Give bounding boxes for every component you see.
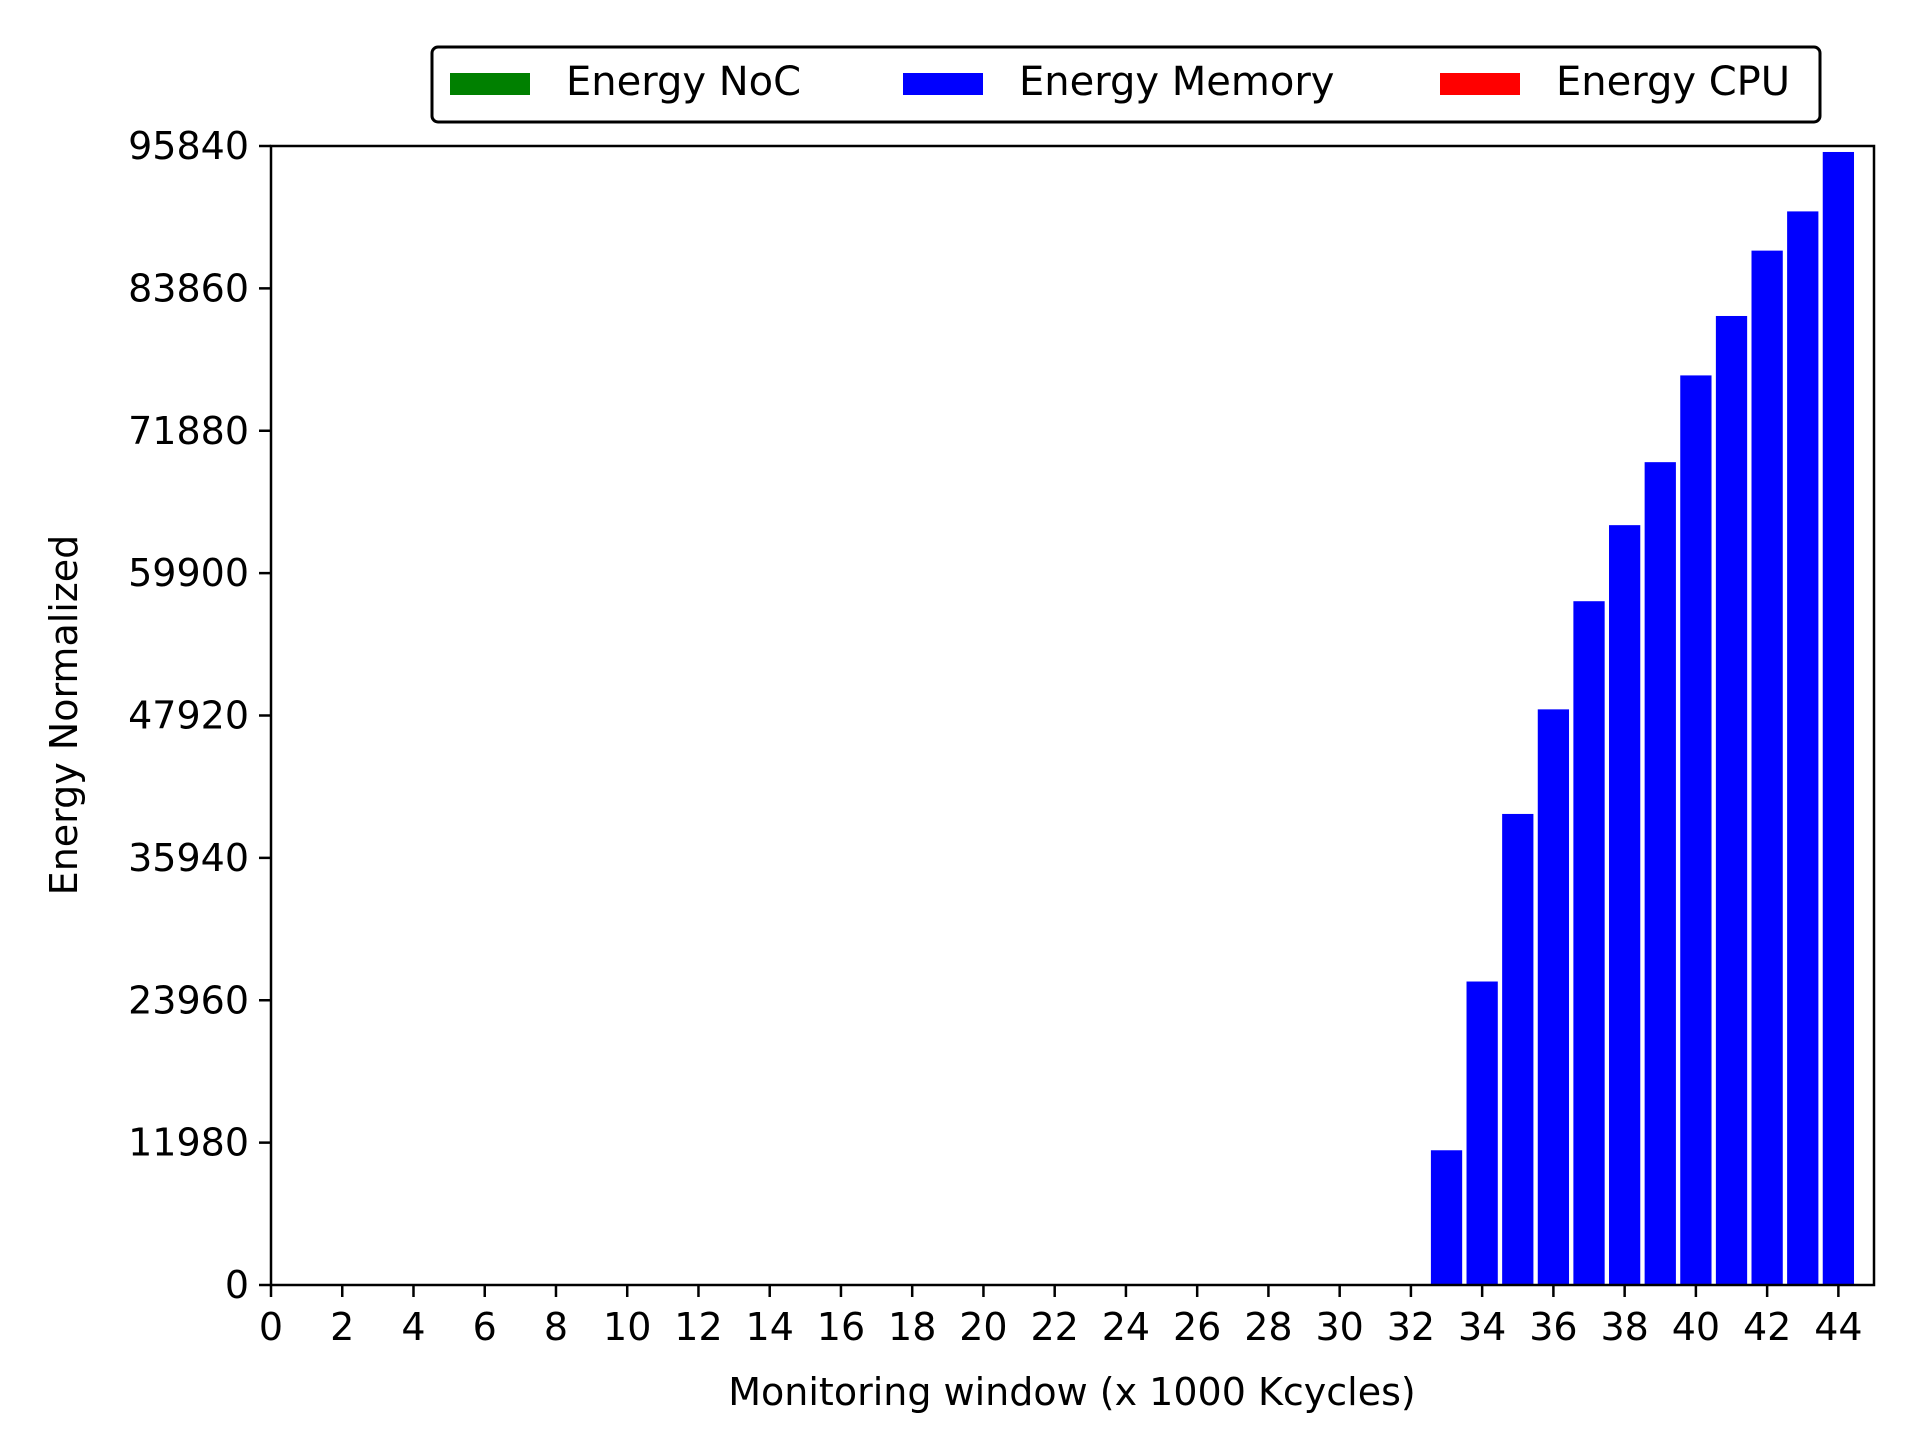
x-tick-label: 12 bbox=[674, 1305, 722, 1349]
x-tick-label: 28 bbox=[1244, 1305, 1292, 1349]
x-tick-label: 4 bbox=[401, 1305, 425, 1349]
x-tick-label: 2 bbox=[330, 1305, 354, 1349]
x-tick-label: 22 bbox=[1031, 1305, 1079, 1349]
x-tick-label: 20 bbox=[959, 1305, 1007, 1349]
x-tick-label: 0 bbox=[259, 1305, 283, 1349]
x-tick-label: 14 bbox=[746, 1305, 794, 1349]
y-tick-label: 23960 bbox=[128, 978, 249, 1022]
y-tick-label: 71880 bbox=[128, 409, 249, 453]
x-tick-label: 40 bbox=[1672, 1305, 1720, 1349]
bar-energy-memory-38 bbox=[1607, 523, 1642, 1286]
y-tick-label: 47920 bbox=[128, 694, 249, 738]
legend-label-cpu: Energy CPU bbox=[1556, 59, 1790, 105]
y-axis-label: Energy Normalized bbox=[42, 535, 86, 896]
bars bbox=[1429, 150, 1856, 1286]
bar-energy-memory-39 bbox=[1643, 460, 1678, 1286]
x-tick-label: 38 bbox=[1600, 1305, 1648, 1349]
legend-swatch-memory bbox=[903, 73, 983, 95]
x-tick-label: 36 bbox=[1529, 1305, 1577, 1349]
x-tick-label: 16 bbox=[817, 1305, 865, 1349]
bar-energy-memory-33 bbox=[1429, 1148, 1464, 1286]
bar-energy-memory-43 bbox=[1785, 209, 1820, 1286]
legend-label-noc: Energy NoC bbox=[566, 59, 801, 105]
x-axis-label: Monitoring window (x 1000 Kcycles) bbox=[728, 1370, 1415, 1414]
bar-energy-memory-37 bbox=[1571, 599, 1607, 1286]
x-tick-label: 42 bbox=[1743, 1305, 1791, 1349]
bar-energy-memory-34 bbox=[1465, 980, 1500, 1286]
y-tick-label: 83860 bbox=[128, 266, 249, 310]
bar-energy-memory-36 bbox=[1536, 707, 1571, 1286]
x-tick-label: 24 bbox=[1102, 1305, 1150, 1349]
x-tick-label: 6 bbox=[473, 1305, 497, 1349]
legend-frame bbox=[430, 45, 1822, 124]
bar-energy-memory-44 bbox=[1821, 150, 1856, 1286]
bar-energy-memory-41 bbox=[1714, 314, 1749, 1286]
x-tick-label: 44 bbox=[1814, 1305, 1862, 1349]
x-tick-label: 26 bbox=[1173, 1305, 1221, 1349]
x-tick-label: 10 bbox=[603, 1305, 651, 1349]
y-tick-label: 11980 bbox=[128, 1121, 249, 1165]
x-tick-label: 34 bbox=[1458, 1305, 1506, 1349]
legend-swatch-cpu bbox=[1440, 73, 1520, 95]
bar-energy-memory-40 bbox=[1678, 373, 1714, 1286]
y-axis: 0 11980 23960 35940 47920 59900 71880 83860 9584… bbox=[128, 124, 271, 1307]
y-tick-label: 59900 bbox=[128, 551, 249, 595]
legend-label-memory: Energy Memory bbox=[1019, 59, 1334, 105]
y-tick-label: 35940 bbox=[128, 836, 249, 880]
y-tick-label: 0 bbox=[225, 1263, 249, 1307]
x-tick-label: 32 bbox=[1387, 1305, 1435, 1349]
x-tick-label: 30 bbox=[1315, 1305, 1363, 1349]
x-tick-label: 8 bbox=[544, 1305, 568, 1349]
x-axis: 0 2 4 6 8 10 12 14 16 18 20 22 24 26 28 30 32 34 36 38 40 42 4… bbox=[259, 1285, 1863, 1349]
y-tick-label: 95840 bbox=[128, 124, 249, 168]
legend: Energy NoC Energy Memory Energy CPU bbox=[430, 45, 1822, 124]
bar-energy-memory-42 bbox=[1749, 249, 1785, 1286]
x-tick-label: 18 bbox=[888, 1305, 936, 1349]
bar-energy-memory-35 bbox=[1500, 812, 1535, 1286]
legend-swatch-noc bbox=[450, 73, 530, 95]
